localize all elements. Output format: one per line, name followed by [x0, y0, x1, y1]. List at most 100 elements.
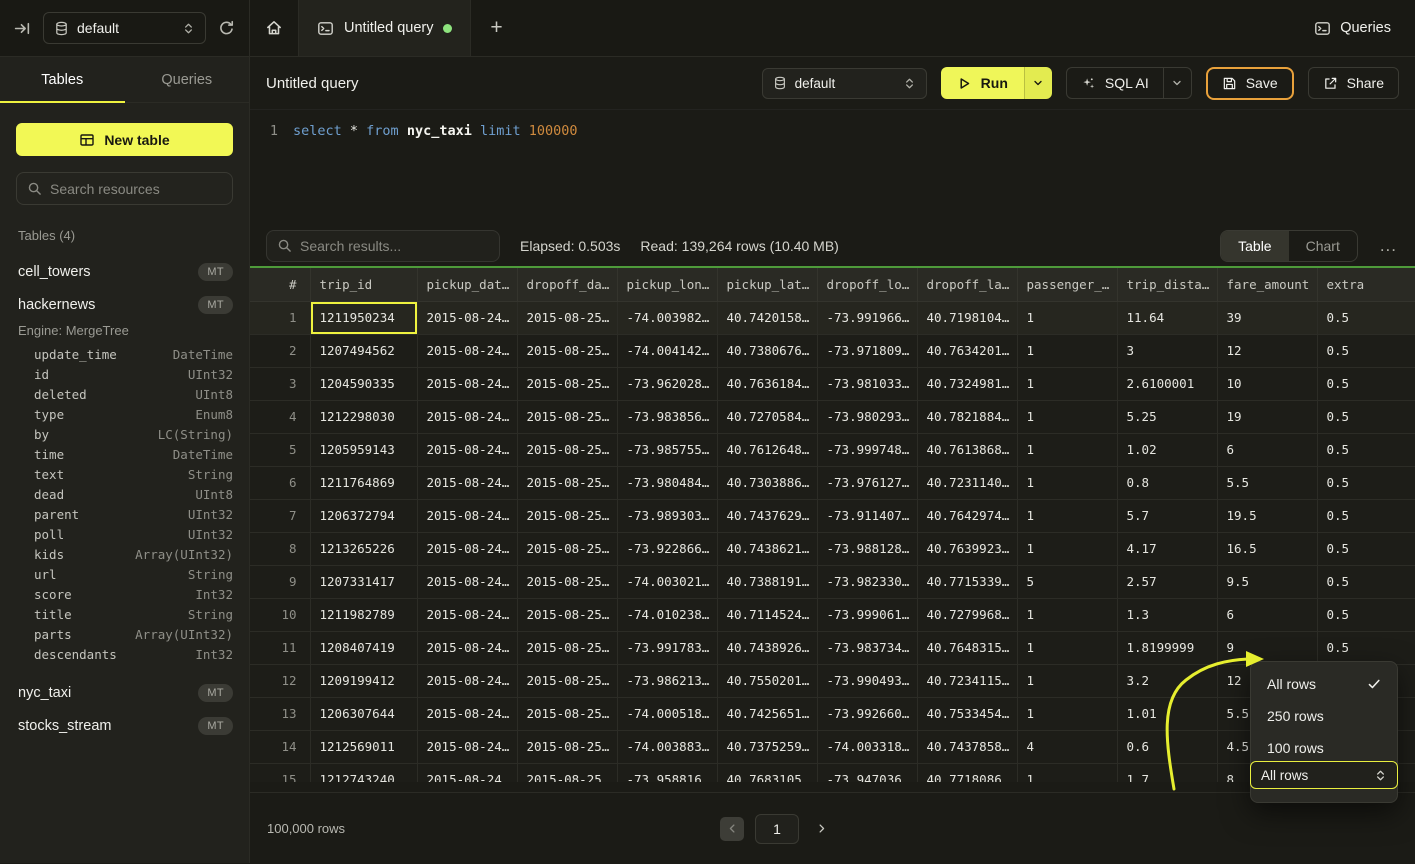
grid-cell[interactable]: 1: [1017, 400, 1118, 434]
grid-cell[interactable]: 39: [1217, 301, 1318, 335]
grid-cell[interactable]: 40.7279968…: [917, 598, 1018, 632]
page-size-option-250-rows[interactable]: 250 rows: [1251, 700, 1397, 732]
grid-cell[interactable]: -73.962028…: [617, 367, 718, 401]
grid-cell[interactable]: 1212569011: [310, 730, 418, 764]
grid-cell[interactable]: 1: [1017, 697, 1118, 731]
grid-cell[interactable]: 2015-08-24…: [417, 433, 518, 467]
grid-cell[interactable]: 0.5: [1317, 466, 1415, 500]
grid-cell[interactable]: -73.976127…: [817, 466, 918, 500]
grid-cell[interactable]: 40.7639923…: [917, 532, 1018, 566]
grid-cell[interactable]: -73.922866…: [617, 532, 718, 566]
grid-cell[interactable]: 40.7234115…: [917, 664, 1018, 698]
new-table-button[interactable]: New table: [16, 123, 233, 156]
grid-cell[interactable]: 1211982789: [310, 598, 418, 632]
grid-cell[interactable]: 40.7380676…: [717, 334, 818, 368]
grid-cell[interactable]: 10: [1217, 367, 1318, 401]
grid-cell[interactable]: 2015-08-25…: [517, 367, 618, 401]
grid-cell[interactable]: 2015-08-25…: [517, 598, 618, 632]
grid-cell[interactable]: -73.985755…: [617, 433, 718, 467]
grid-cell[interactable]: 2015-08-24…: [417, 499, 518, 533]
grid-cell[interactable]: 1204590335: [310, 367, 418, 401]
grid-cell[interactable]: 40.7718086…: [917, 763, 1018, 782]
grid-cell[interactable]: 40.7613868…: [917, 433, 1018, 467]
grid-cell[interactable]: 40.7648315…: [917, 631, 1018, 665]
grid-cell[interactable]: 0.6: [1117, 730, 1218, 764]
grid-cell[interactable]: 1: [1017, 763, 1118, 782]
results-search-input[interactable]: [300, 237, 489, 254]
sidebar-search-input[interactable]: [50, 180, 222, 197]
grid-cell[interactable]: 5: [1017, 565, 1118, 599]
grid-cell[interactable]: -73.992660…: [817, 697, 918, 731]
grid-cell[interactable]: 1: [1017, 598, 1118, 632]
grid-cell[interactable]: -73.980293…: [817, 400, 918, 434]
grid-cell[interactable]: 6: [1217, 598, 1318, 632]
sql-editor[interactable]: 1 select * from nyc_taxi limit 100000: [250, 110, 1415, 225]
grid-cell[interactable]: 0.5: [1317, 433, 1415, 467]
grid-cell[interactable]: -73.991783…: [617, 631, 718, 665]
column-header-trip_dista[interactable]: trip_dista…: [1117, 268, 1218, 302]
grid-cell[interactable]: 0.5: [1317, 367, 1415, 401]
grid-cell[interactable]: 1: [1017, 664, 1118, 698]
grid-cell[interactable]: 5.5: [1217, 466, 1318, 500]
grid-cell[interactable]: 2015-08-25…: [517, 763, 618, 782]
grid-cell[interactable]: -73.947036…: [817, 763, 918, 782]
grid-cell[interactable]: 40.7636184…: [717, 367, 818, 401]
page-size-select[interactable]: All rows: [1250, 761, 1398, 789]
grid-cell[interactable]: 40.7270584…: [717, 400, 818, 434]
grid-cell[interactable]: 2015-08-25…: [517, 664, 618, 698]
grid-cell[interactable]: 40.7438621…: [717, 532, 818, 566]
grid-cell[interactable]: 2015-08-25…: [517, 499, 618, 533]
grid-cell[interactable]: 1: [1017, 631, 1118, 665]
column-header-fare_amount[interactable]: fare_amount: [1217, 268, 1318, 302]
share-button[interactable]: Share: [1307, 67, 1399, 99]
grid-cell[interactable]: 1: [1017, 367, 1118, 401]
sidebar-tab-tables[interactable]: Tables: [0, 57, 125, 103]
sidebar-table-hackernews[interactable]: hackernews MT: [0, 288, 249, 321]
new-tab-button[interactable]: +: [490, 16, 503, 39]
column-header-dropoff_la[interactable]: dropoff_la…: [917, 268, 1018, 302]
grid-cell[interactable]: 0.5: [1317, 334, 1415, 368]
grid-cell[interactable]: 2015-08-24…: [417, 598, 518, 632]
grid-cell[interactable]: -74.003021…: [617, 565, 718, 599]
grid-cell[interactable]: 2015-08-24…: [417, 664, 518, 698]
run-options-caret[interactable]: [1023, 67, 1052, 99]
grid-cell[interactable]: 2015-08-24…: [417, 730, 518, 764]
grid-cell[interactable]: 40.7715339…: [917, 565, 1018, 599]
query-database-select[interactable]: default: [761, 67, 927, 99]
grid-cell[interactable]: 0.5: [1317, 400, 1415, 434]
page-size-option-100-rows[interactable]: 100 rows: [1251, 732, 1397, 764]
grid-cell[interactable]: 1213265226: [310, 532, 418, 566]
grid-cell[interactable]: 40.7425651…: [717, 697, 818, 731]
column-header-pickup_lon[interactable]: pickup_lon…: [617, 268, 718, 302]
grid-cell[interactable]: 2015-08-25…: [517, 466, 618, 500]
sidebar-tab-queries[interactable]: Queries: [161, 71, 213, 88]
grid-cell[interactable]: 0.5: [1317, 301, 1415, 335]
sql-ai-caret[interactable]: [1162, 68, 1191, 98]
grid-cell[interactable]: 2015-08-25…: [517, 565, 618, 599]
grid-cell[interactable]: 40.7642974…: [917, 499, 1018, 533]
grid-cell[interactable]: -73.983856…: [617, 400, 718, 434]
grid-cell[interactable]: 40.7303886…: [717, 466, 818, 500]
grid-cell[interactable]: -73.991966…: [817, 301, 918, 335]
grid-cell[interactable]: -73.971809…: [817, 334, 918, 368]
view-table-button[interactable]: Table: [1221, 230, 1289, 261]
grid-cell[interactable]: -73.980484…: [617, 466, 718, 500]
sql-ai-button[interactable]: SQL AI: [1067, 75, 1163, 91]
grid-cell[interactable]: 9: [1217, 631, 1318, 665]
grid-cell[interactable]: 1207494562: [310, 334, 418, 368]
grid-cell[interactable]: 4: [1017, 730, 1118, 764]
grid-cell[interactable]: 2015-08-24…: [417, 400, 518, 434]
grid-cell[interactable]: 2015-08-25…: [517, 532, 618, 566]
grid-cell[interactable]: 40.7437629…: [717, 499, 818, 533]
grid-cell[interactable]: 2015-08-25…: [517, 301, 618, 335]
grid-cell[interactable]: 9.5: [1217, 565, 1318, 599]
grid-cell[interactable]: 1.7: [1117, 763, 1218, 782]
sidebar-search[interactable]: [16, 172, 233, 205]
grid-cell[interactable]: -73.986213…: [617, 664, 718, 698]
grid-cell[interactable]: 40.7683105…: [717, 763, 818, 782]
grid-cell[interactable]: 0.5: [1317, 532, 1415, 566]
grid-cell[interactable]: 2015-08-24…: [417, 334, 518, 368]
sidebar-table-nyc_taxi[interactable]: nyc_taxi MT: [0, 676, 249, 709]
grid-cell[interactable]: 40.7612648…: [717, 433, 818, 467]
grid-cell[interactable]: 40.7437858…: [917, 730, 1018, 764]
